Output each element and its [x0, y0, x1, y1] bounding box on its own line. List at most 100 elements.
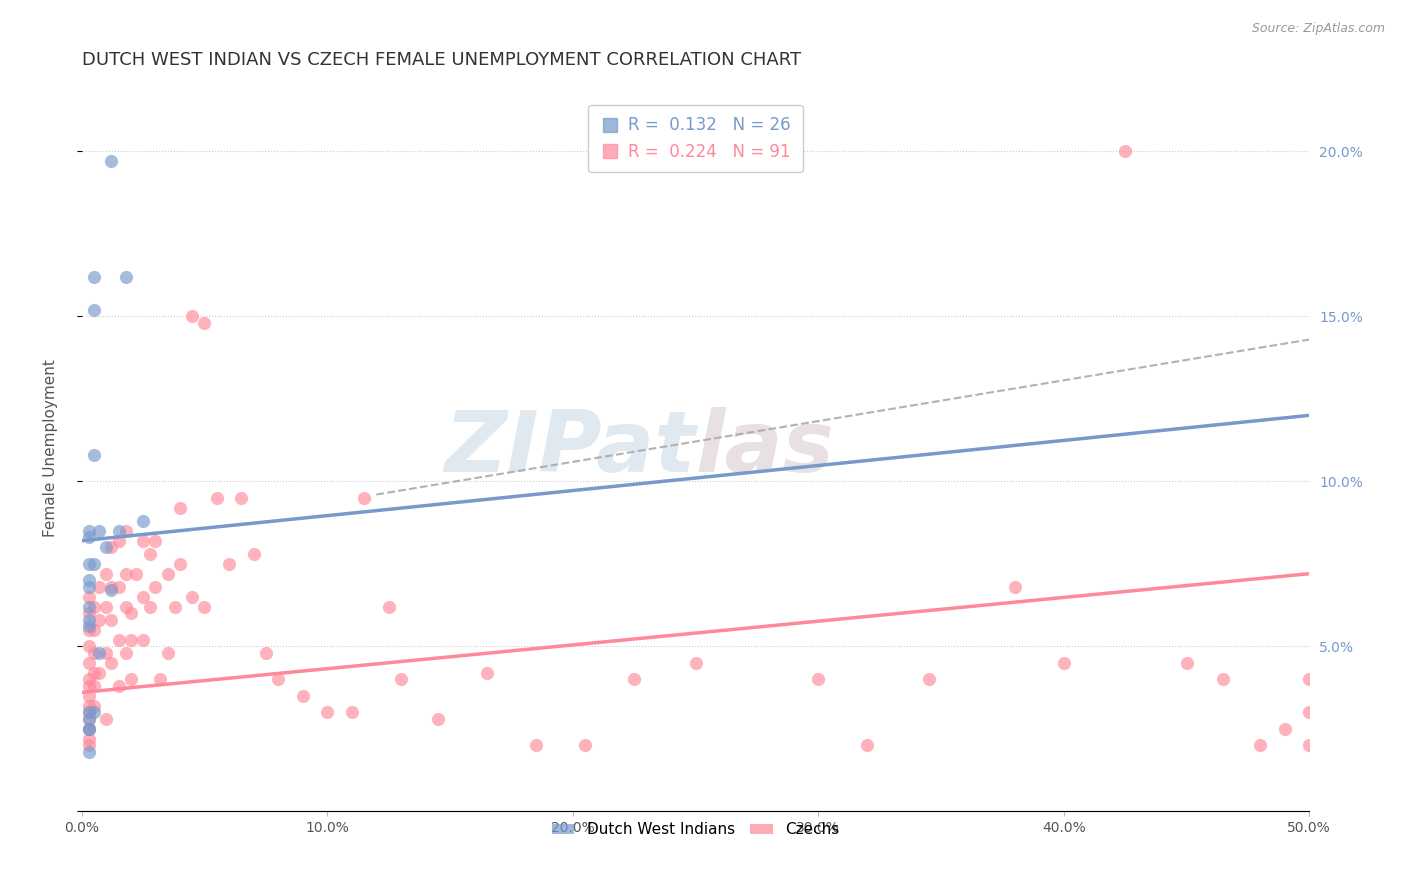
Point: [77, 705, 100, 719]
Point: [107, 679, 129, 693]
Point: [87, 580, 110, 594]
Text: ZIPat: ZIPat: [444, 407, 696, 490]
Text: Source: ZipAtlas.com: Source: ZipAtlas.com: [1251, 22, 1385, 36]
Point: [1249, 738, 1271, 752]
Point: [77, 698, 100, 713]
Y-axis label: Female Unemployment: Female Unemployment: [44, 359, 58, 537]
Point: [254, 646, 277, 660]
Point: [1274, 722, 1296, 736]
Point: [77, 590, 100, 604]
Point: [205, 491, 228, 505]
Point: [107, 533, 129, 548]
Point: [96, 541, 118, 555]
Point: [353, 491, 375, 505]
Point: [120, 672, 142, 686]
Point: [83, 269, 105, 284]
Point: [96, 712, 118, 726]
Point: [107, 524, 129, 538]
Point: [1298, 672, 1320, 686]
Point: [139, 547, 162, 561]
Point: [100, 613, 122, 627]
Point: [77, 580, 100, 594]
Point: [96, 599, 118, 614]
Point: [1114, 145, 1136, 159]
Point: [193, 316, 215, 330]
Point: [83, 448, 105, 462]
Point: [83, 665, 105, 680]
Point: [77, 656, 100, 670]
Point: [77, 640, 100, 654]
Point: [96, 566, 118, 581]
Point: [231, 491, 253, 505]
Point: [77, 722, 100, 736]
Text: DUTCH WEST INDIAN VS CZECH FEMALE UNEMPLOYMENT CORRELATION CHART: DUTCH WEST INDIAN VS CZECH FEMALE UNEMPL…: [82, 51, 801, 69]
Point: [100, 154, 122, 169]
Point: [132, 533, 155, 548]
Point: [807, 672, 830, 686]
Point: [83, 557, 105, 571]
Point: [475, 665, 498, 680]
Point: [1298, 705, 1320, 719]
Text: las: las: [696, 407, 834, 490]
Point: [120, 632, 142, 647]
Point: [100, 583, 122, 598]
Point: [193, 599, 215, 614]
Point: [83, 646, 105, 660]
Point: [77, 557, 100, 571]
Point: [623, 672, 645, 686]
Point: [77, 524, 100, 538]
Point: [316, 705, 339, 719]
Point: [115, 269, 138, 284]
Point: [145, 580, 167, 594]
Point: [77, 672, 100, 686]
Point: [163, 599, 186, 614]
Point: [77, 530, 100, 544]
Point: [115, 566, 138, 581]
Point: [218, 557, 240, 571]
Point: [83, 599, 105, 614]
Point: [685, 656, 707, 670]
Point: [77, 712, 100, 726]
Point: [145, 533, 167, 548]
Point: [77, 623, 100, 637]
Point: [77, 705, 100, 719]
Point: [87, 665, 110, 680]
Point: [156, 566, 179, 581]
Point: [115, 524, 138, 538]
Point: [149, 672, 172, 686]
Point: [574, 738, 596, 752]
Point: [100, 580, 122, 594]
Point: [267, 672, 290, 686]
Point: [115, 646, 138, 660]
Point: [100, 656, 122, 670]
Point: [389, 672, 412, 686]
Point: [77, 599, 100, 614]
Point: [77, 574, 100, 588]
Point: [139, 599, 162, 614]
Point: [524, 738, 547, 752]
Point: [87, 613, 110, 627]
Point: [77, 689, 100, 703]
Point: [856, 738, 879, 752]
Point: [87, 524, 110, 538]
Point: [1298, 738, 1320, 752]
Point: [87, 646, 110, 660]
Point: [83, 705, 105, 719]
Point: [77, 722, 100, 736]
Point: [1053, 656, 1076, 670]
Point: [426, 712, 449, 726]
Point: [96, 646, 118, 660]
Point: [77, 679, 100, 693]
Point: [83, 679, 105, 693]
Point: [115, 599, 138, 614]
Point: [77, 738, 100, 752]
Point: [77, 613, 100, 627]
Point: [77, 722, 100, 736]
Point: [77, 607, 100, 621]
Point: [83, 623, 105, 637]
Point: [1004, 580, 1026, 594]
Point: [132, 590, 155, 604]
Point: [120, 607, 142, 621]
Point: [77, 745, 100, 759]
Point: [918, 672, 941, 686]
